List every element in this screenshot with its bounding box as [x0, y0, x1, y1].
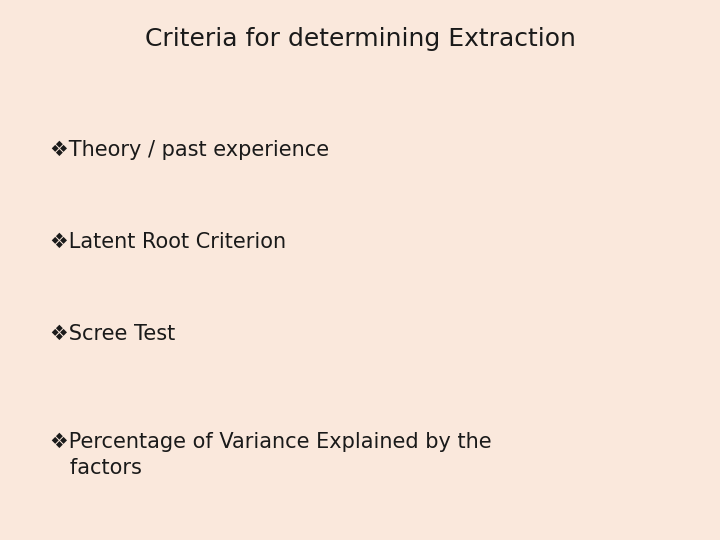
Text: ❖Latent Root Criterion: ❖Latent Root Criterion [50, 232, 287, 252]
Text: ❖Percentage of Variance Explained by the
   factors: ❖Percentage of Variance Explained by the… [50, 432, 492, 478]
Text: ❖Scree Test: ❖Scree Test [50, 324, 176, 344]
Text: Criteria for determining Extraction: Criteria for determining Extraction [145, 27, 575, 51]
Text: ❖Theory / past experience: ❖Theory / past experience [50, 140, 330, 160]
